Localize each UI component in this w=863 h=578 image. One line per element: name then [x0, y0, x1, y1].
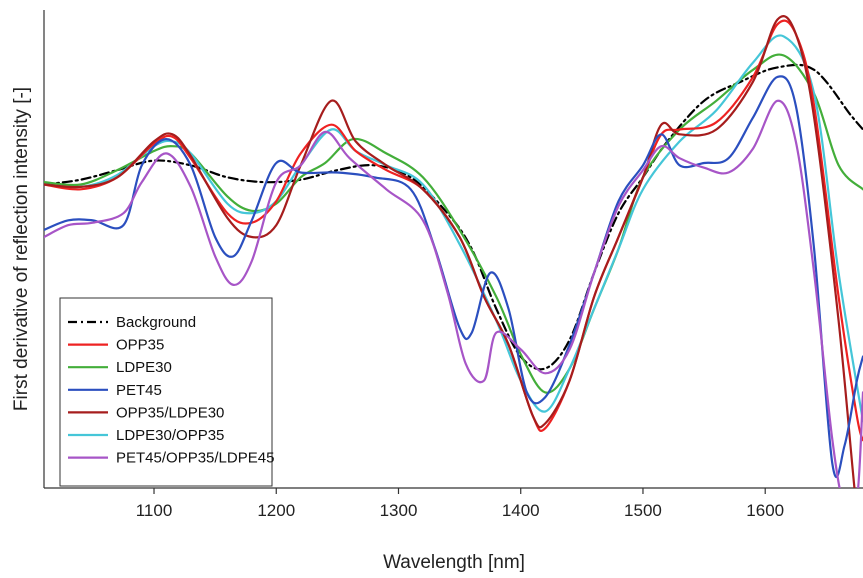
series-line-pet45-opp35-ldpe45 [44, 99, 863, 488]
legend-items: Background OPP35 LDPE30 PET45 OPP35/LDPE30 LD… [68, 314, 274, 467]
legend-label-opp35: OPP35 [116, 337, 164, 354]
legend-label-background: Background [116, 314, 196, 331]
legend: Background OPP35 LDPE30 PET45 OPP35/LDPE30 LD… [59, 297, 274, 487]
x-tick-label: 1500 [624, 501, 662, 520]
x-tick-label: 1100 [136, 501, 173, 520]
series-line-pet45 [44, 75, 863, 479]
x-tick-label: 1300 [380, 501, 418, 520]
x-tick-group: 1100 1200 1300 1400 1500 1600 [136, 488, 784, 520]
series-line-background [44, 63, 863, 371]
x-tick-label: 1600 [746, 501, 784, 520]
legend-box [59, 297, 273, 487]
series-line-opp35-ldpe30 [44, 15, 856, 488]
legend-label-pet45: PET45 [116, 382, 162, 399]
legend-label-ldpe30-opp35: LDPE30/OPP35 [116, 427, 224, 444]
legend-label-ldpe30: LDPE30 [116, 359, 172, 376]
x-axis-title: Wavelength [nm] [383, 552, 525, 573]
series-group [44, 15, 863, 488]
legend-label-pet45-opp35-ldpe45: PET45/OPP35/LDPE45 [116, 450, 274, 467]
x-tick-label: 1200 [257, 501, 295, 520]
legend-label-opp35-ldpe30: OPP35/LDPE30 [116, 404, 224, 421]
x-tick-label: 1400 [502, 501, 540, 520]
y-axis-title: First derivative of reflection intensity… [11, 87, 32, 411]
